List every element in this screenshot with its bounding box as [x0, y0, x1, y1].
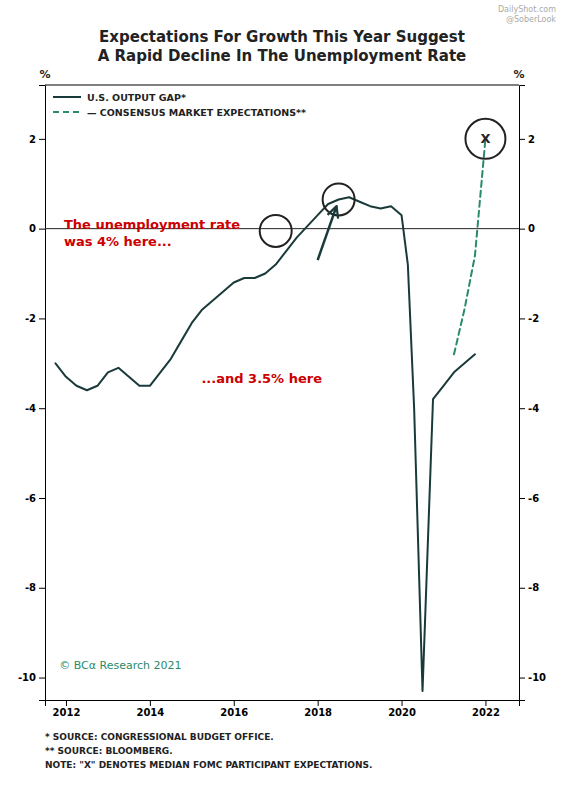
y2-axis-tick-mark: [519, 229, 525, 230]
y-axis-domain: [39, 86, 46, 701]
y-axis-tick: -10: [18, 672, 45, 683]
series-line: [55, 197, 474, 691]
y-axis-tick-mark: [39, 318, 45, 319]
chart: DailyShot.com@SoberLook Expectations For …: [0, 0, 564, 794]
y-axis-tick: 2: [29, 134, 45, 145]
x-axis-tick-label: 2018: [304, 707, 332, 718]
frame-top: [45, 85, 519, 86]
y2-axis-tick: -4: [519, 403, 539, 414]
y-axis-tick-label: -8: [25, 582, 36, 593]
title: Expectations For Growth This Year Sugges…: [99, 28, 465, 46]
y-axis-label: %: [39, 68, 50, 81]
legend-label: — CONSENSUS MARKET EXPECTATIONS**: [87, 107, 306, 118]
source-note: * SOURCE: CONGRESSIONAL BUDGET OFFICE.: [45, 732, 274, 742]
y-axis-tick: -6: [25, 493, 45, 504]
x-axis-tick: 2020: [388, 700, 416, 718]
y2-axis-tick: 0: [519, 223, 535, 234]
y2-axis-tick-label: -4: [528, 403, 539, 414]
annotation: The unemployment rate was 4% here...: [64, 217, 245, 249]
x-axis-tick: 2022: [472, 700, 500, 718]
y2-axis-tick: -8: [519, 582, 539, 593]
y-axis-tick: -4: [25, 403, 45, 414]
plot-texts: X The unemployment rate was 4% here......…: [59, 131, 490, 672]
y2-axis-tick-label: 2: [528, 134, 535, 145]
x-axis-tick: 2018: [304, 700, 332, 718]
x-axis-tick-label: 2012: [53, 707, 81, 718]
x-axis-domain: [46, 701, 520, 707]
y2-axis-tick-label: -10: [528, 672, 546, 683]
x-axis-tick-mark: [318, 700, 319, 706]
y2-axis-tick-label: 0: [528, 223, 535, 234]
highlight-circle: [260, 215, 292, 247]
subtitle: A Rapid Decline In The Unemployment Rate: [98, 47, 467, 65]
x-axis-tick-label: 2014: [136, 707, 164, 718]
y-axis-tick-label: -10: [18, 672, 36, 683]
x-axis-tick-mark: [485, 700, 486, 706]
y2-axis-tick-mark: [519, 588, 525, 589]
y2-axis-domain: [520, 86, 526, 701]
y2-axis-tick-mark: [519, 408, 525, 409]
legend: U.S. OUTPUT GAP* — CONSENSUS MARKET EXPEC…: [53, 92, 306, 118]
y-axis-tick-label: -2: [25, 313, 36, 324]
source-note: NOTE: "X" DENOTES MEDIAN FOMC PARTICIPAN…: [45, 760, 372, 770]
y-axis-tick-mark: [39, 408, 45, 409]
annotation: ...and 3.5% here: [201, 371, 322, 386]
y-axis-tick: 0: [29, 223, 45, 234]
watermark: @SoberLook: [506, 15, 556, 24]
source-note: ** SOURCE: BLOOMBERG.: [45, 746, 173, 756]
y2-axis-tick-mark: [519, 498, 525, 499]
y2-axis-tick-mark: [519, 139, 525, 140]
highlight-circle: [323, 183, 355, 215]
fomc-marker-label: X: [480, 131, 490, 146]
y2-axis-tick: -10: [519, 672, 546, 683]
y-axis-tick-mark: [39, 498, 45, 499]
legend-item: — CONSENSUS MARKET EXPECTATIONS**: [53, 107, 306, 118]
watermark: DailyShot.com: [498, 5, 556, 14]
x-axis-tick-mark: [234, 700, 235, 706]
y2-axis-tick-label: -8: [528, 582, 539, 593]
x-axis-tick-label: 2016: [220, 707, 248, 718]
x-axis-tick-mark: [66, 700, 67, 706]
y2-axis-label: %: [513, 68, 524, 81]
y2-axis-tick: 2: [519, 134, 535, 145]
y2-axis-tick-label: -6: [528, 493, 539, 504]
y-axis-tick: -8: [25, 582, 45, 593]
x-axis-tick: 2012: [53, 700, 81, 718]
series-line: [454, 139, 485, 354]
x-axis-tick: 2016: [220, 700, 248, 718]
y-axis-tick: -2: [25, 313, 45, 324]
y-axis-tick-label: -4: [25, 403, 36, 414]
legend-swatch: [53, 96, 81, 98]
x-axis-tick-label: 2020: [388, 707, 416, 718]
x-axis-tick-label: 2022: [472, 707, 500, 718]
legend-label: U.S. OUTPUT GAP*: [87, 92, 186, 103]
y-axis-tick-mark: [39, 229, 45, 230]
x-axis-tick: 2014: [136, 700, 164, 718]
y2-axis-tick: -6: [519, 493, 539, 504]
fomc-marker-circle: [465, 119, 505, 159]
y-axis-tick-mark: [39, 678, 45, 679]
copyright: © BCα Research 2021: [59, 659, 181, 672]
y-axis-tick-label: 2: [29, 134, 36, 145]
y-axis-tick-label: -6: [25, 493, 36, 504]
y-axis-tick-mark: [39, 588, 45, 589]
x-axis-tick-mark: [150, 700, 151, 706]
y2-axis-tick-label: -2: [528, 313, 539, 324]
y2-axis-tick: -2: [519, 313, 539, 324]
y2-axis-tick-mark: [519, 678, 525, 679]
legend-swatch: [53, 111, 81, 113]
y-axis-tick-label: 0: [29, 223, 36, 234]
x-axis: 2012 2014 2016 2018 2020 2022: [46, 700, 520, 718]
y-axis-tick-mark: [39, 139, 45, 140]
legend-item: U.S. OUTPUT GAP*: [53, 92, 186, 103]
x-axis-tick-mark: [402, 700, 403, 706]
arrow: [318, 206, 337, 260]
y2-axis: -10 -8 -6 -4 -2 0 2: [519, 86, 546, 701]
y2-axis-tick-mark: [519, 318, 525, 319]
y-axis: -10 -8 -6 -4 -2 0 2: [18, 86, 46, 701]
plot-area: [45, 119, 519, 691]
